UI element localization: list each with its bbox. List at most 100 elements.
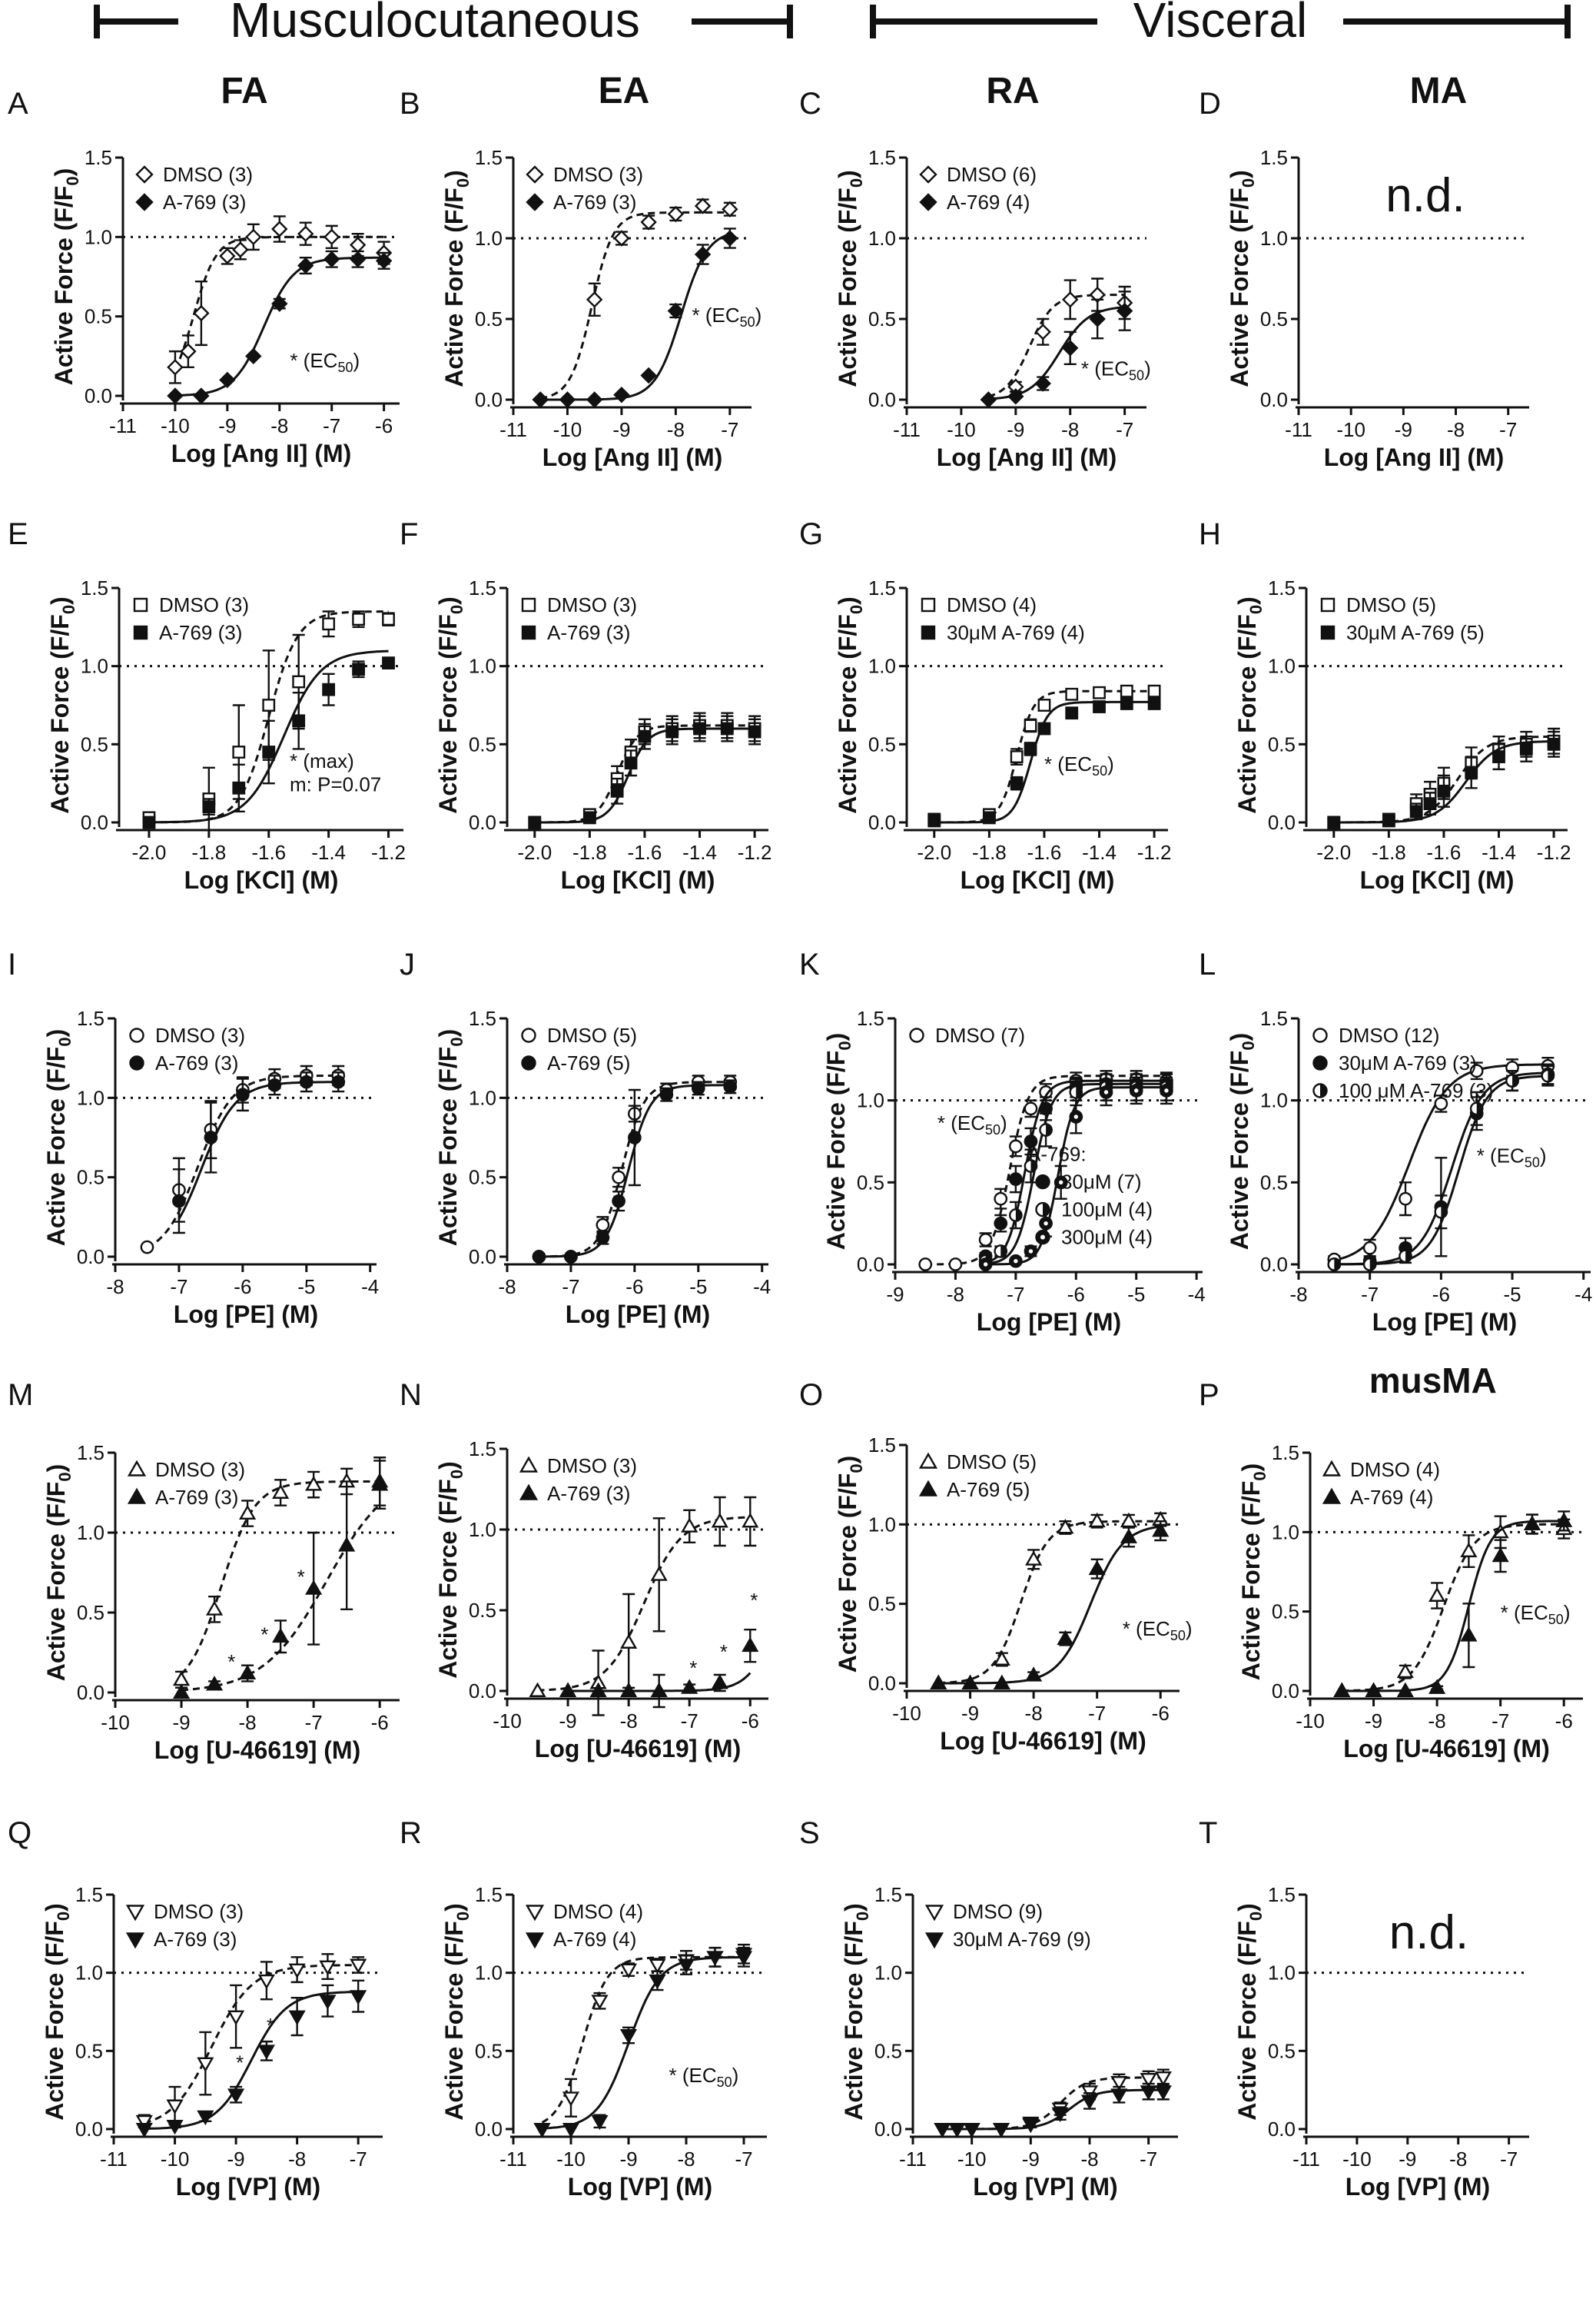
y-tick-label: 1.0 xyxy=(81,655,108,678)
series-1 xyxy=(528,715,762,829)
legend-label: A-769 (3) xyxy=(547,621,630,644)
data-point-dot xyxy=(1103,1090,1109,1095)
series-1 xyxy=(934,2082,1172,2138)
y-tick-label: 1.0 xyxy=(77,1086,105,1109)
legend-label: DMSO (9) xyxy=(953,1900,1043,1923)
x-tick-label: -7 xyxy=(323,414,340,437)
legend-marker xyxy=(924,1905,944,1922)
series-0 xyxy=(532,198,738,408)
y-tick-label: 1.0 xyxy=(1272,1520,1299,1543)
data-point xyxy=(1093,700,1106,713)
y-tick-label: 1.5 xyxy=(868,576,896,600)
data-point xyxy=(934,2123,951,2138)
y-axis-label: Active Force (F/F0) xyxy=(1226,1033,1258,1251)
y-tick-label: 0.5 xyxy=(874,2039,902,2062)
x-axis-label: Log [VP] (M) xyxy=(1345,2173,1490,2201)
panel-letter-a: A xyxy=(8,87,28,121)
data-point xyxy=(352,663,365,676)
data-point xyxy=(1037,699,1051,712)
data-point xyxy=(1491,1546,1509,1563)
data-point xyxy=(1519,742,1533,756)
legend-label: DMSO (7) xyxy=(935,1024,1025,1047)
x-tick-label: -7 xyxy=(305,1711,323,1734)
x-tick-label: -11 xyxy=(499,418,527,441)
data-point xyxy=(1120,1512,1138,1528)
legend-label: A-769 (5) xyxy=(547,1051,630,1075)
data-point xyxy=(1140,2085,1157,2101)
data-point-half xyxy=(1015,1209,1022,1221)
panel-letter-o: O xyxy=(799,1378,823,1412)
y-tick-label: 0.5 xyxy=(1260,1171,1288,1194)
series-1 xyxy=(172,1460,389,1699)
panel-letter-i: I xyxy=(8,948,16,982)
y-axis-label: Active Force (F/F0) xyxy=(1226,170,1258,387)
legend-marker xyxy=(133,625,148,640)
data-point-half xyxy=(1030,1160,1037,1172)
data-point xyxy=(305,1476,323,1491)
annotation: * xyxy=(260,1623,268,1646)
data-point-half xyxy=(1405,1250,1412,1262)
y-tick-label: 1.5 xyxy=(1260,1007,1288,1030)
data-point xyxy=(1065,706,1079,720)
y-tick-label: 0.5 xyxy=(1272,1600,1299,1623)
y-tick-label: 1.5 xyxy=(868,1433,896,1457)
y-tick-label: 1.0 xyxy=(857,1089,884,1112)
x-tick-label: -1.4 xyxy=(682,841,717,864)
x-axis-label: Log [VP] (M) xyxy=(973,2173,1117,2201)
x-tick-label: -8 xyxy=(106,1275,124,1298)
x-tick-label: -7 xyxy=(350,2148,367,2171)
x-tick-label: -6 xyxy=(1152,1702,1170,1725)
group-label-musculocutaneous: Musculocutaneous xyxy=(230,0,640,48)
x-tick-label: -8 xyxy=(677,2148,695,2171)
fit-curve xyxy=(934,700,1155,824)
legend: DMSO (3) A-769 (3) xyxy=(127,1458,245,1509)
data-point xyxy=(322,617,336,631)
legend: DMSO (5) A-769 (5) xyxy=(918,1450,1037,1501)
data-point xyxy=(722,201,738,218)
y-tick-label: 1.5 xyxy=(469,1437,496,1460)
panel-t: T 0.0 0.5 1.0 1.5 -11 -10 -9 -8 -7 Log [VP] (M) Act… xyxy=(1199,1816,1529,2201)
y-tick-label: 1.0 xyxy=(469,1086,496,1109)
y-tick-label: 1.0 xyxy=(1268,1962,1296,1985)
column-header-ra: RA xyxy=(986,71,1039,111)
x-tick-label: -8 xyxy=(1061,418,1079,441)
y-tick-label: 1.5 xyxy=(77,1007,105,1030)
y-tick-label: 0.0 xyxy=(857,1253,884,1276)
y-tick-label: 1.0 xyxy=(475,227,503,250)
data-point xyxy=(1093,686,1106,699)
panel-letter-p: P xyxy=(1199,1378,1219,1412)
data-point xyxy=(559,1682,577,1697)
y-tick-label: 0.5 xyxy=(469,1599,496,1622)
data-point xyxy=(1460,1626,1478,1642)
panel-letter-r: R xyxy=(400,1816,422,1850)
y-axis-label: Active Force (F/F0) xyxy=(41,1903,73,2121)
y-tick-label: 0.0 xyxy=(475,2118,503,2141)
series-2 xyxy=(1327,1065,1555,1271)
data-point-dot xyxy=(1044,1221,1048,1226)
y-axis-label: Active Force (F/F0) xyxy=(440,1903,473,2121)
legend-label: A-769 (3) xyxy=(159,621,242,644)
legend-label: DMSO (3) xyxy=(155,1024,245,1047)
data-point xyxy=(1465,766,1478,779)
y-tick-label: 1.0 xyxy=(475,1962,503,1985)
data-point xyxy=(245,228,262,246)
x-tick-label: -11 xyxy=(100,2148,128,2171)
x-tick-label: -11 xyxy=(1285,418,1312,441)
data-point xyxy=(994,1191,1008,1206)
data-point xyxy=(533,2123,551,2138)
legend-label: DMSO (12) xyxy=(1339,1024,1439,1047)
annotation: * xyxy=(750,1589,758,1612)
data-point xyxy=(1009,1172,1023,1186)
legend-label: A-769 (3) xyxy=(553,191,636,214)
data-point xyxy=(227,2088,245,2104)
data-point xyxy=(257,2045,275,2060)
y-tick-label: 1.0 xyxy=(868,655,896,678)
data-point xyxy=(677,1958,695,1974)
x-tick-label: -11 xyxy=(899,2148,927,2171)
y-tick-label: 1.5 xyxy=(1272,1441,1299,1464)
data-point xyxy=(1469,1064,1484,1078)
y-axis-label: Active Force (F/F0) xyxy=(434,1029,466,1247)
data-point xyxy=(297,225,314,242)
